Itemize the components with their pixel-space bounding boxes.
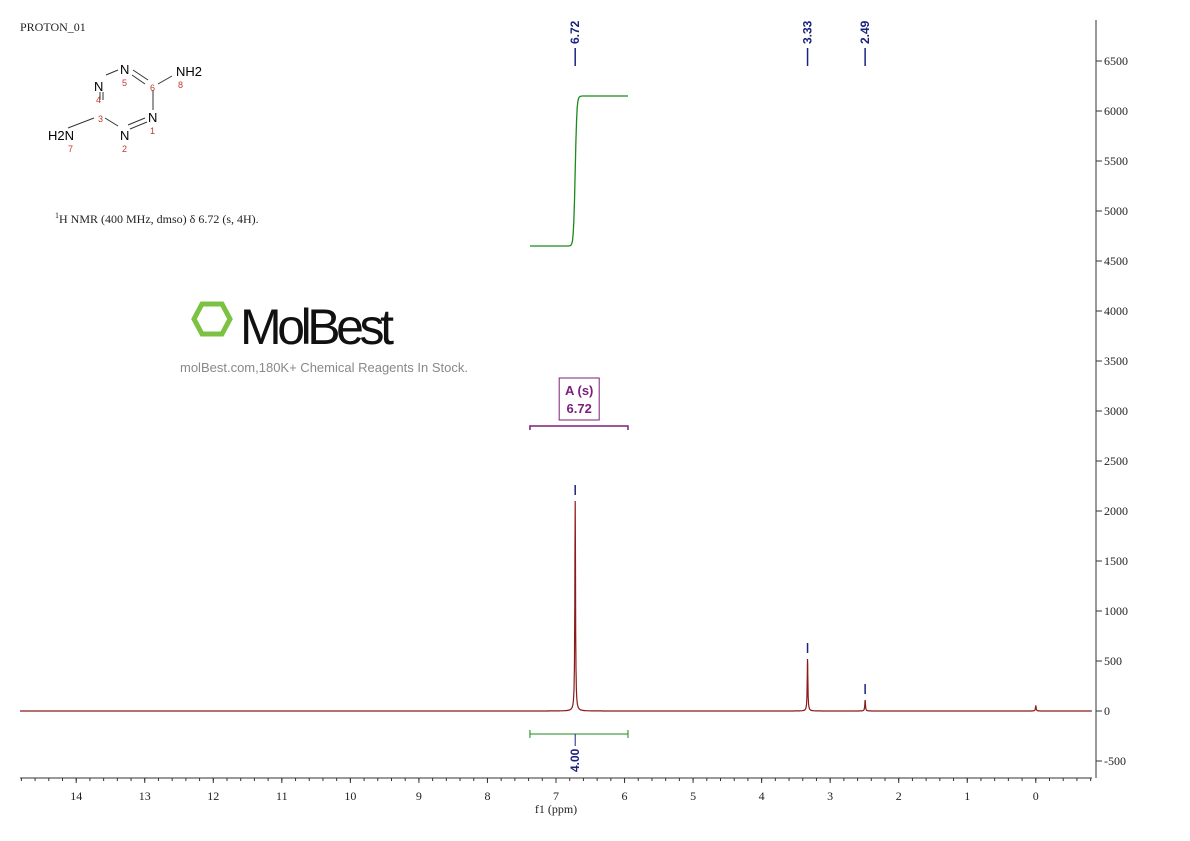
y-tick-label: 4500 [1104,254,1128,268]
multiplet-box [558,377,600,421]
y-tick-label: 0 [1104,704,1110,718]
x-tick-label: 14 [70,789,82,803]
nmr-description: 1H NMR (400 MHz, dmso) δ 6.72 (s, 4H). [55,211,259,226]
structure: N N N N NH2 H2N 1 2 3 4 5 6 7 8 [48,62,202,154]
x-tick-label: 0 [1033,789,1039,803]
x-tick-label: 5 [690,789,696,803]
integral-curve [530,95,628,247]
atom-number: 8 [178,80,183,90]
y-tick-label: 3000 [1104,404,1128,418]
chart-title: PROTON_01 [20,20,86,34]
y-tick-label: 3500 [1104,354,1128,368]
multiplet-label: A (s) [565,383,593,398]
x-axis-label: f1 (ppm) [535,802,577,816]
x-tick-label: 11 [276,789,288,803]
y-tick-label: 1500 [1104,554,1128,568]
atom-number: 4 [96,95,101,105]
watermark-logo: MolBest [240,299,394,355]
atom-number: 3 [98,114,103,124]
atom-number: 7 [68,144,73,154]
multiplet-bracket [529,425,629,430]
x-tick-label: 6 [622,789,628,803]
peak-label: 6.72 [568,20,582,44]
x-tick-label: 3 [827,789,833,803]
atom-number: 5 [122,78,127,88]
y-tick-label: -500 [1104,754,1126,768]
peak-label: 2.49 [858,20,872,44]
y-tick-label: 6000 [1104,104,1128,118]
atom-number: 6 [150,83,155,93]
watermark: MolBest molBest.com,180K+ Chemical Reage… [180,299,468,375]
x-tick-label: 2 [896,789,902,803]
x-tick-label: 10 [344,789,356,803]
atom-number: 2 [122,144,127,154]
peak-label: 3.33 [801,20,815,44]
atom-number: 1 [150,126,155,136]
integral-bracket [529,730,629,738]
y-tick-label: 4000 [1104,304,1128,318]
atom-n4: N [94,79,103,94]
atom-n2: N [120,128,129,143]
y-tick-label: 5500 [1104,154,1128,168]
y-tick-label: 2500 [1104,454,1128,468]
integral-value: 4.00 [568,748,582,772]
spectrum-line [20,500,1092,712]
atom-h2n: H2N [48,128,74,143]
y-tick-label: 6500 [1104,54,1128,68]
watermark-tagline: molBest.com,180K+ Chemical Reagents In S… [180,360,468,375]
x-tick-label: 12 [207,789,219,803]
y-tick-label: 1000 [1104,604,1128,618]
y-tick-label: 5000 [1104,204,1128,218]
atom-n1: N [148,110,157,125]
x-tick-label: 1 [964,789,970,803]
multiplet-shift: 6.72 [567,401,592,416]
atom-nh2: NH2 [176,64,202,79]
x-tick-label: 7 [553,789,559,803]
y-tick-label: 2000 [1104,504,1128,518]
x-tick-label: 4 [759,789,765,803]
y-tick-label: 500 [1104,654,1122,668]
atom-n5: N [120,62,129,77]
x-tick-label: 13 [139,789,151,803]
x-tick-label: 9 [416,789,422,803]
x-tick-label: 8 [484,789,490,803]
